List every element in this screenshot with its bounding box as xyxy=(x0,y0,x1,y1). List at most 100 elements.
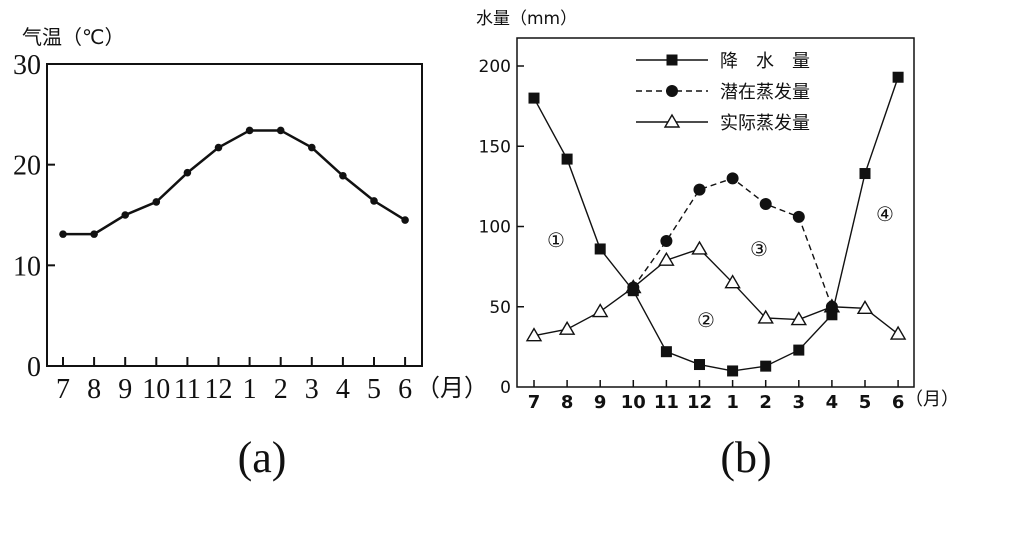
chart-b-data-point-circle xyxy=(660,234,673,247)
chart-b-data-point-square xyxy=(859,168,871,180)
chart-b-region-annotation: ② xyxy=(697,308,715,332)
chart-b-x-tick-label: 3 xyxy=(793,392,806,413)
chart-a-data-point xyxy=(59,230,67,238)
chart-b-data-point-square xyxy=(561,153,573,165)
chart-b-plot-frame xyxy=(516,37,915,388)
chart-b-x-unit-label: （月） xyxy=(905,389,959,410)
legend-label: 降 水 量 xyxy=(720,51,810,72)
chart-a-y-tick-label: 0 xyxy=(27,352,41,383)
chart-a-x-tick-label: 8 xyxy=(87,374,101,405)
chart-b-series-line-triangle xyxy=(533,248,899,337)
chart-b-y-tick-label: 150 xyxy=(479,137,511,157)
chart-b-data-point-circle xyxy=(759,198,772,211)
chart-b-series-triangle xyxy=(525,240,907,342)
chart-a-y-tick-label: 20 xyxy=(13,151,41,182)
chart-b-data-point-square xyxy=(660,346,672,358)
chart-a-x-tick-label: 2 xyxy=(274,374,288,405)
chart-a-data-point xyxy=(214,143,223,152)
chart-b-x-tick-label: 1 xyxy=(726,392,739,413)
chart-b-data-point-square xyxy=(892,71,904,83)
chart-b-x-tick-label: 12 xyxy=(687,392,712,413)
chart-b-x-tick-label: 10 xyxy=(621,392,646,413)
chart-a-data-point xyxy=(401,216,409,224)
chart-a-x-tick-label: 10 xyxy=(142,374,170,405)
chart-b-region-annotation: ③ xyxy=(750,237,768,261)
chart-b-data-point-square xyxy=(528,92,540,104)
chart-a-data-point xyxy=(370,197,378,205)
chart-a-x-tick-label: 1 xyxy=(243,374,257,405)
chart-a-x-tick-label: 3 xyxy=(305,374,319,405)
chart-b-data-point-triangle xyxy=(724,274,741,289)
chart-a-x-unit-label: （月） xyxy=(416,376,488,402)
legend-marker-triangle xyxy=(663,113,681,128)
chart-b-y-tick-label: 100 xyxy=(479,218,511,238)
chart-a-y-tick-label: 10 xyxy=(13,251,41,282)
chart-b-data-point-triangle xyxy=(889,325,907,340)
chart-a-x-tick-label: 11 xyxy=(174,374,201,405)
legend-label: 潜在蒸发量 xyxy=(720,82,810,103)
chart-b-data-point-triangle xyxy=(790,311,808,326)
chart-a-data-point xyxy=(121,211,129,219)
chart-a-x-tick-label: 12 xyxy=(205,374,233,405)
chart-b-data-point-square xyxy=(594,243,606,255)
legend-label: 实际蒸发量 xyxy=(720,113,810,134)
chart-a-series-line xyxy=(63,129,406,236)
legend-marker-circle xyxy=(666,85,678,97)
chart-b-x-tick-label: 9 xyxy=(594,392,607,413)
chart-b-data-point-circle xyxy=(726,172,739,185)
chart-b-data-point-square xyxy=(826,309,838,321)
chart-a-y-axis-label: 气温（℃） xyxy=(22,25,124,49)
chart-b-y-tick-label: 50 xyxy=(489,298,511,318)
chart-b-region-annotation: ① xyxy=(547,228,565,252)
chart-b-x-tick-label: 2 xyxy=(759,392,772,413)
chart-a-data-point xyxy=(183,168,192,177)
chart-b-x-tick-label: 11 xyxy=(654,392,679,413)
chart-a-data-point xyxy=(276,126,285,135)
chart-b-data-point-triangle xyxy=(658,251,675,266)
chart-b-panel-label: (b) xyxy=(720,433,771,482)
chart-b-y-axis-label: 水量（mm） xyxy=(476,9,577,29)
chart-b-data-point-circle xyxy=(693,183,706,196)
chart-b-series-square xyxy=(528,71,904,377)
chart-b-data-point-square xyxy=(760,360,772,372)
chart-b-x-tick-label: 5 xyxy=(859,392,872,413)
chart-b-data-point-square xyxy=(793,344,805,356)
chart-b-data-point-square xyxy=(727,365,739,377)
chart-b-data-point-triangle xyxy=(591,303,609,318)
chart-b-x-tick-label: 4 xyxy=(826,392,839,413)
chart-a-data-point xyxy=(152,198,161,206)
chart-b-series-circle xyxy=(627,172,838,313)
chart-b-series-line-square xyxy=(533,77,899,372)
chart-b-data-point-triangle xyxy=(691,240,708,255)
chart-a-data-point xyxy=(90,230,98,238)
chart-a-plot-frame xyxy=(46,63,423,367)
chart-b-data-point-square xyxy=(694,359,705,371)
chart-a-panel-label: (a) xyxy=(238,433,287,482)
chart-b-y-tick-label: 0 xyxy=(500,378,511,398)
chart-a-x-tick-label: 9 xyxy=(118,374,132,405)
chart-b-data-point-triangle xyxy=(757,309,774,324)
chart-a-data-point xyxy=(245,126,254,135)
chart-b-x-tick-label: 8 xyxy=(561,392,574,413)
chart-b-data-point-square xyxy=(627,285,639,297)
chart-b-region-annotation: ④ xyxy=(876,202,894,226)
chart-b-data-point-triangle xyxy=(856,299,874,315)
chart-b-x-tick-label: 6 xyxy=(892,392,905,413)
legend-marker-square xyxy=(666,54,678,66)
chart-a-x-tick-label: 6 xyxy=(398,374,412,405)
chart-b-y-tick-label: 200 xyxy=(479,57,511,77)
chart-a-x-tick-label: 4 xyxy=(336,374,350,405)
chart-a-data-point xyxy=(339,171,347,180)
chart-b-data-point-triangle xyxy=(525,327,543,342)
chart-b-x-tick-label: 7 xyxy=(528,392,541,413)
chart-a-y-tick-label: 30 xyxy=(13,50,41,81)
chart-a-data-point xyxy=(308,143,316,152)
chart-a-x-tick-label: 7 xyxy=(56,374,70,405)
chart-b-data-point-circle xyxy=(792,210,805,223)
chart-a-x-tick-label: 5 xyxy=(367,374,381,405)
chart-b-data-point-triangle xyxy=(558,320,576,335)
